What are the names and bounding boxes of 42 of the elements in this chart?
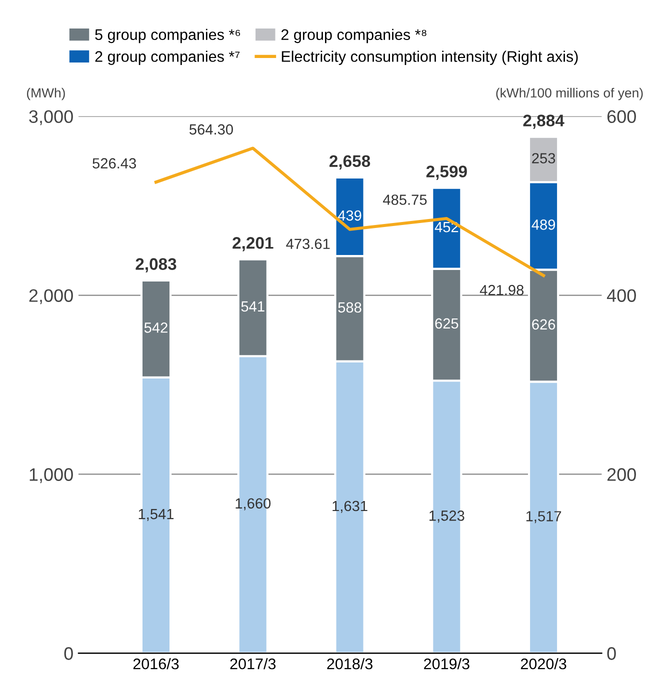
y-tick-label: 0 bbox=[64, 647, 73, 660]
data-label: 1,660 bbox=[236, 498, 271, 510]
x-tick-label: 2017/3 bbox=[230, 658, 276, 670]
y-tick-label: 3,000 bbox=[29, 110, 73, 126]
legend-label: 5 group companies *⁶ bbox=[95, 28, 240, 44]
y2-tick-label: 0 bbox=[607, 647, 616, 660]
data-label: 542 bbox=[144, 322, 168, 333]
data-label: 1,523 bbox=[430, 510, 464, 523]
legend-label: Electricity consumption intensity (Right axis) bbox=[282, 50, 578, 65]
total-label: 2,201 bbox=[232, 237, 274, 252]
y-tick-label: 1,000 bbox=[30, 468, 73, 484]
data-label: 526.43 bbox=[92, 158, 136, 168]
data-label: 625 bbox=[435, 318, 458, 329]
total-label: 2,884 bbox=[523, 114, 564, 129]
data-label: 439 bbox=[338, 210, 362, 221]
legend-label: 2 group companies *⁷ bbox=[95, 50, 240, 65]
data-label: 564.30 bbox=[189, 124, 233, 135]
data-label: 489 bbox=[532, 219, 556, 230]
y2-tick-label: 200 bbox=[607, 468, 636, 481]
y2-axis-title: (kWh/100 millions of yen) bbox=[496, 88, 643, 100]
y2-tick-label: 400 bbox=[606, 289, 636, 302]
total-label: 2,599 bbox=[426, 166, 467, 180]
x-tick-label: 2018/3 bbox=[327, 658, 372, 670]
data-label: 1,541 bbox=[138, 509, 174, 521]
data-label: 588 bbox=[338, 302, 362, 313]
total-label: 2,083 bbox=[136, 258, 176, 272]
data-label: 1,517 bbox=[526, 511, 562, 524]
data-label: 626 bbox=[532, 319, 556, 330]
total-label: 2,658 bbox=[329, 155, 370, 170]
data-label: 421.98 bbox=[480, 284, 524, 296]
data-label: 1,631 bbox=[332, 500, 368, 513]
y-axis-title: (MWh) bbox=[26, 88, 65, 100]
x-tick-label: 2016/3 bbox=[133, 658, 179, 670]
legend-label: 2 group companies *⁸ bbox=[281, 28, 426, 44]
x-tick-label: 2019/3 bbox=[424, 658, 470, 670]
data-label: 473.61 bbox=[286, 238, 330, 250]
data-label: 541 bbox=[241, 301, 264, 312]
data-label: 253 bbox=[532, 153, 556, 164]
data-label: 485.75 bbox=[383, 194, 427, 205]
y-tick-label: 2,000 bbox=[29, 289, 73, 304]
y2-tick-label: 600 bbox=[607, 110, 636, 123]
x-tick-label: 2020/3 bbox=[520, 658, 566, 670]
